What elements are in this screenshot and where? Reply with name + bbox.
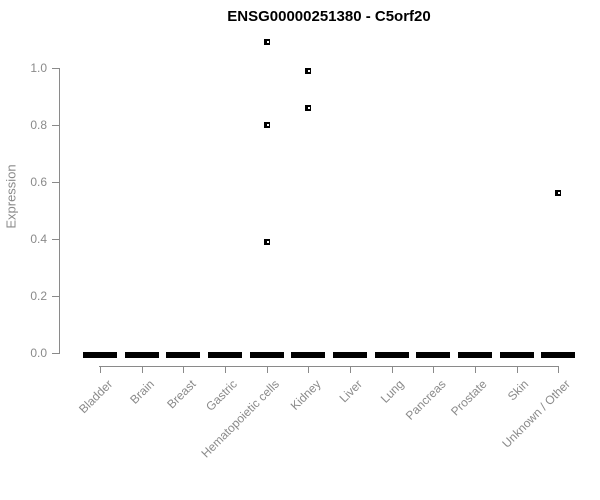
median-dash [207,352,242,358]
x-category-label: Liver [336,377,365,406]
y-tick-mark [52,124,59,126]
y-tick-label: 0.6 [30,175,47,189]
median-dash [457,352,492,358]
median-dash [166,352,201,358]
median-dash [499,352,534,358]
y-tick-mark [52,295,59,297]
chart-title: ENSG00000251380 - C5orf20 [227,8,431,25]
x-tick-mark [516,367,518,373]
median-dash [541,352,576,358]
x-tick-mark [474,367,476,373]
x-category-label: Hematopoietic cells [198,377,282,461]
median-dash [332,352,367,358]
x-category-label: Breast [163,377,199,412]
x-category-label: Gastric [203,377,240,414]
x-tick-mark [266,367,268,373]
x-tick-mark [558,367,560,373]
x-tick-mark [433,367,435,373]
x-tick-mark [183,367,185,373]
x-tick-mark [100,367,101,373]
y-tick-label: 0.4 [30,232,47,246]
outlier-point [263,39,270,46]
x-category-label: Bladder [75,377,115,417]
x-axis-line [99,366,559,367]
outlier-point [263,238,270,245]
median-dash [249,352,284,358]
x-category-label: Lung [377,377,407,406]
x-category-label: Skin [505,377,532,404]
y-tick-mark [52,352,59,354]
median-dash [374,352,409,358]
x-tick-mark [308,367,310,373]
median-dash [291,352,326,358]
x-category-label: Pancreas [402,377,449,423]
x-category-label: Prostate [448,377,490,419]
x-tick-mark [391,367,393,373]
outlier-point [555,190,562,197]
y-tick-label: 0.8 [30,118,47,132]
outlier-point [305,67,312,74]
x-tick-mark [349,367,351,373]
y-tick-label: 1.0 [30,61,47,75]
y-axis-line [59,68,60,354]
y-tick-mark [52,181,59,183]
x-tick-mark [141,367,143,373]
y-tick-label: 0.2 [30,289,47,303]
x-tick-mark [224,367,226,373]
median-dash [124,352,159,358]
x-category-label: Kidney [287,377,324,413]
outlier-point [305,104,312,111]
outlier-point [263,122,270,128]
median-dash [83,352,117,358]
y-tick-mark [52,67,59,69]
median-dash [416,352,451,358]
y-tick-mark [52,238,59,240]
x-category-label: Brain [126,377,157,407]
y-tick-label: 0.0 [30,346,47,360]
